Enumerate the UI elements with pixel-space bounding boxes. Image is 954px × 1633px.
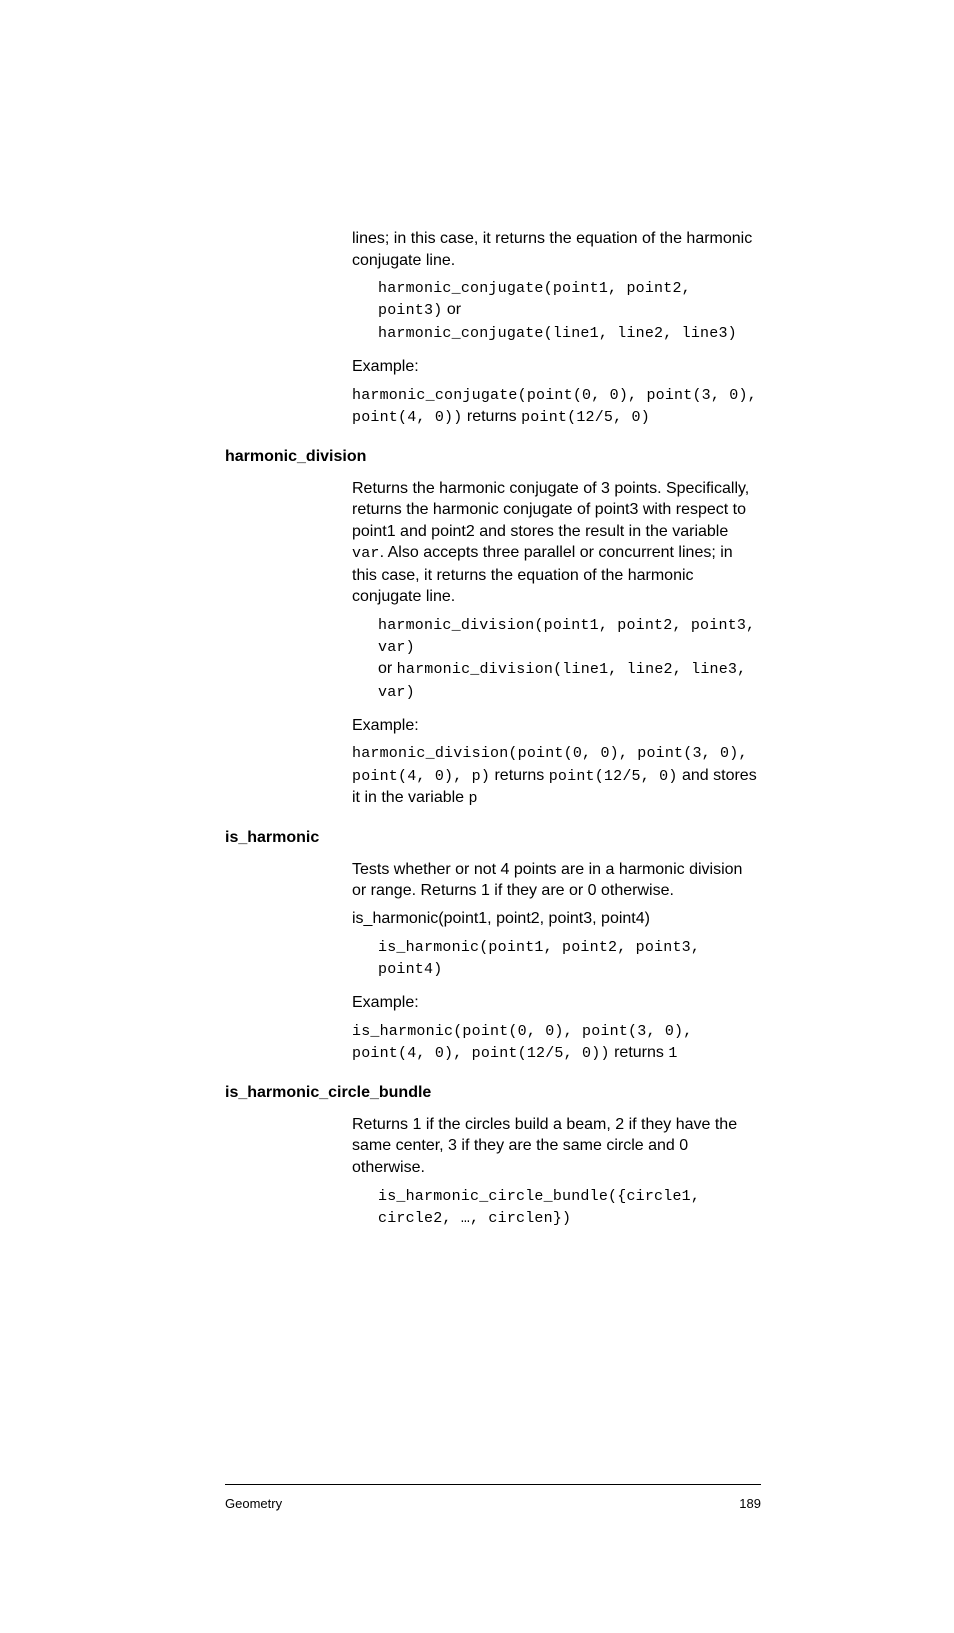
text: Returns the harmonic conjugate of 3 poin… (352, 480, 749, 540)
heading-harmonic-division: harmonic_division (225, 446, 954, 468)
footer-section: Geometry (225, 1495, 282, 1513)
footer-row: Geometry 189 (225, 1495, 761, 1513)
intro-paragraph: lines; in this case, it returns the equa… (352, 228, 759, 271)
example-label: Example: (352, 356, 759, 378)
ih-syntax: is_harmonic(point1, point2, point3, poin… (378, 936, 759, 981)
code-result: point(12/5, 0) (521, 409, 650, 426)
text-or: or (442, 301, 461, 318)
ihcb-syntax: is_harmonic_circle_bundle({circle1, circ… (378, 1185, 759, 1230)
ih-example: is_harmonic(point(0, 0), point(3, 0), po… (352, 1020, 759, 1065)
ih-usage: is_harmonic(point1, point2, point3, poin… (352, 908, 759, 930)
page-footer: Geometry 189 (0, 1484, 954, 1513)
heading-is-harmonic: is_harmonic (225, 827, 954, 849)
hd-example: harmonic_division(point(0, 0), point(3, … (352, 742, 759, 809)
example-label: Example: (352, 992, 759, 1014)
ih-paragraph: Tests whether or not 4 points are in a h… (352, 859, 759, 902)
footer-rule (225, 1484, 761, 1485)
code-text: harmonic_conjugate(line1, line2, line3) (378, 325, 737, 342)
text-returns: returns (462, 408, 521, 425)
code-text: harmonic_division(line1, line2, line3, v… (378, 661, 746, 700)
code-text: harmonic_conjugate(point1, point2, point… (378, 280, 691, 319)
page: lines; in this case, it returns the equa… (0, 0, 954, 1633)
code-text: var (352, 545, 380, 562)
example-label: Example: (352, 715, 759, 737)
code-result: 1 (668, 1045, 677, 1062)
text-returns: returns (610, 1044, 669, 1061)
code-text: harmonic_division(point1, point2, point3… (378, 617, 755, 656)
text-or: or (378, 660, 397, 677)
text-returns: returns (490, 767, 549, 784)
intro-syntax: harmonic_conjugate(point1, point2, point… (378, 277, 759, 344)
code-text: p (469, 790, 478, 807)
heading-is-harmonic-circle-bundle: is_harmonic_circle_bundle (225, 1082, 954, 1104)
hd-syntax: harmonic_division(point1, point2, point3… (378, 614, 759, 703)
ihcb-paragraph: Returns 1 if the circles build a beam, 2… (352, 1114, 759, 1179)
text: . Also accepts three parallel or concurr… (352, 544, 733, 605)
code-text: is_harmonic_circle_bundle({circle1, circ… (378, 1188, 700, 1227)
code-result: point(12/5, 0) (549, 768, 678, 785)
code-text: is_harmonic(point1, point2, point3, poin… (378, 939, 700, 978)
footer-page-number: 189 (739, 1495, 761, 1513)
intro-example: harmonic_conjugate(point(0, 0), point(3,… (352, 384, 759, 429)
hd-paragraph: Returns the harmonic conjugate of 3 poin… (352, 478, 759, 608)
